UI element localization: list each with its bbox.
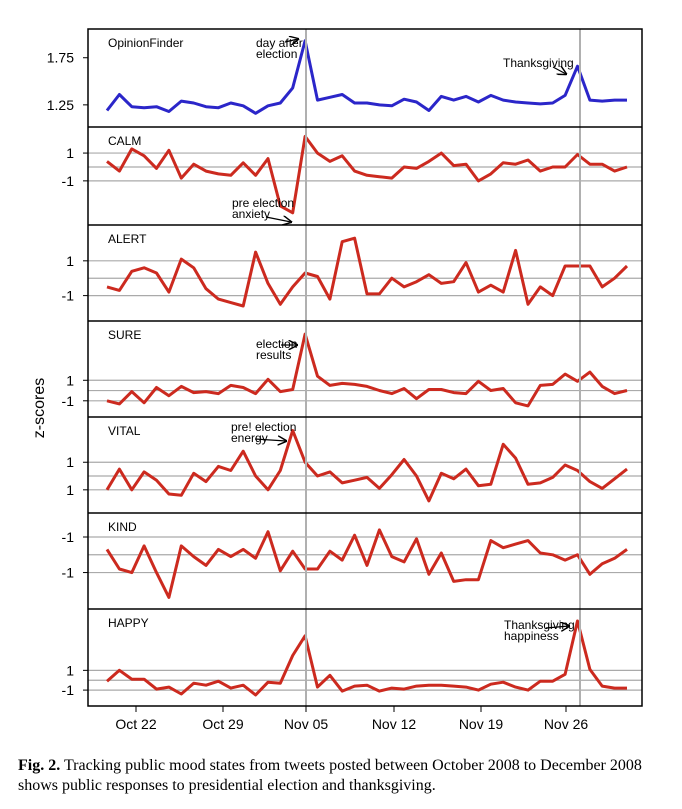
- ytick-label: 1.25: [47, 97, 74, 113]
- xtick-label: Nov 26: [544, 716, 589, 732]
- annotation-arrow: [265, 217, 291, 222]
- xtick-label: Nov 05: [284, 716, 329, 732]
- panel-title: SURE: [108, 328, 141, 342]
- caption-text: Tracking public mood states from tweets …: [18, 757, 642, 794]
- ytick-label: -1: [62, 565, 75, 581]
- ytick-label: 1: [66, 145, 74, 161]
- ytick-label: -1: [62, 682, 75, 698]
- ytick-label: 1: [66, 662, 74, 678]
- panel-title: ALERT: [108, 232, 147, 246]
- figure-caption: Fig. 2. Tracking public mood states from…: [18, 756, 668, 796]
- ytick-label: 1: [66, 253, 74, 269]
- annotation-text: anxiety: [232, 207, 270, 221]
- series-line-kind: [105, 528, 628, 599]
- annotation-text: pre! election: [231, 420, 296, 434]
- series-line-calm: [106, 134, 628, 215]
- annotation-text: Thanksgiving: [504, 618, 575, 632]
- series-line-sure: [106, 332, 628, 408]
- panel-title: CALM: [108, 134, 141, 148]
- ytick-label: 1: [66, 482, 74, 498]
- xtick-label: Oct 22: [115, 716, 156, 732]
- panel-title: HAPPY: [108, 616, 149, 630]
- series-line-opinionfinder: [105, 39, 627, 115]
- series-line-alert: [106, 236, 629, 308]
- series-line-vital: [105, 429, 628, 503]
- annotation-text: energy: [231, 431, 268, 445]
- panel-title: KIND: [108, 520, 137, 534]
- annotation-text: results: [256, 348, 291, 362]
- caption-label: Fig. 2.: [18, 757, 61, 774]
- annotation-text: election: [256, 337, 297, 351]
- annotation-text: happiness: [504, 629, 559, 643]
- mood-timeseries-chart: 1.75 1.25 OpinionFinder day after election Th…: [31, 28, 643, 732]
- annotation-arrow: [284, 39, 298, 42]
- xtick-label: Nov 12: [372, 716, 417, 732]
- plot-border: [87, 28, 643, 707]
- ytick-label: 1.75: [47, 50, 74, 66]
- annotation-text: pre election: [232, 196, 294, 210]
- ytick-label: 1: [66, 372, 74, 388]
- panel-title: OpinionFinder: [108, 36, 183, 50]
- annotation-arrow: [552, 67, 566, 74]
- panel-title: VITAL: [108, 424, 141, 438]
- xtick-label: Nov 19: [459, 716, 504, 732]
- annotation-text: election: [256, 47, 297, 61]
- y-axis-label: z-scores: [31, 378, 48, 438]
- ytick-label: -1: [62, 529, 75, 545]
- annotation-arrow: [545, 626, 569, 628]
- xtick-label: Oct 29: [202, 716, 243, 732]
- ytick-label: -1: [62, 393, 75, 409]
- ytick-label: 1: [66, 454, 74, 470]
- annotation-text: Thanksgiving: [503, 56, 574, 70]
- series-line-happy: [106, 619, 627, 697]
- ytick-label: -1: [62, 288, 75, 304]
- ytick-label: -1: [62, 173, 75, 189]
- annotation-arrow: [254, 439, 286, 441]
